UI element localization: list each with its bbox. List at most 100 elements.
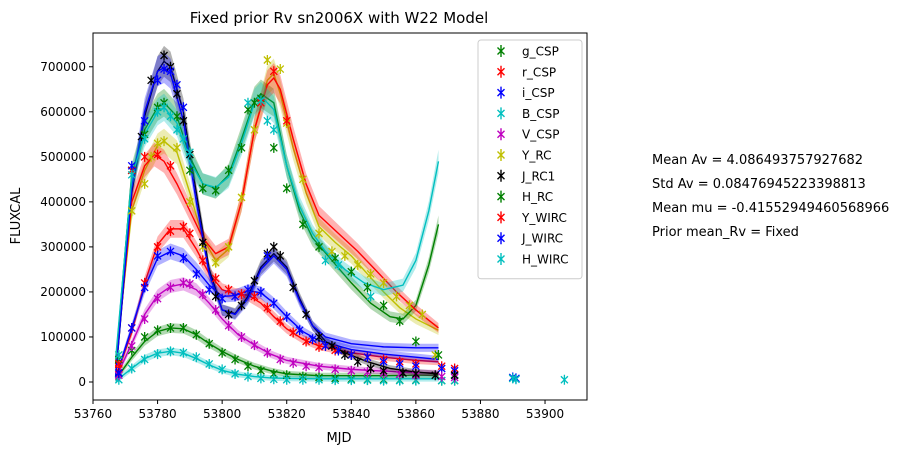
data-point-i_CSP — [269, 298, 278, 309]
data-point-B_CSP — [231, 368, 240, 379]
legend-label-H_RC: H_RC — [522, 190, 553, 204]
data-point-B_CSP — [179, 347, 188, 358]
data-point-H_WIRC — [269, 124, 278, 135]
x-tick-label: 53760 — [74, 407, 112, 421]
data-point-i_CSP — [140, 282, 149, 293]
data-point-i_CSP — [153, 250, 162, 261]
y-tick-label: 300000 — [40, 240, 86, 254]
legend-marker-V_CSP — [497, 128, 505, 141]
data-point-B_CSP — [256, 373, 265, 384]
data-point-i_CSP — [218, 293, 227, 304]
data-point-H_RC — [363, 282, 372, 293]
data-point-V_CSP — [224, 320, 233, 331]
data-point-H_WIRC — [160, 102, 168, 113]
y-tick-label: 100000 — [40, 330, 86, 344]
data-point-Y_RC — [224, 241, 233, 252]
y-tick-label: 700000 — [40, 60, 86, 74]
data-point-H_RC — [211, 185, 220, 196]
data-point-H_WIRC — [166, 111, 175, 122]
x-tick-label: 53880 — [461, 407, 499, 421]
data-point-H_RC — [224, 165, 233, 176]
data-point-g_CSP — [140, 331, 149, 342]
data-point-V_CSP — [211, 304, 220, 315]
data-point-J_RC1 — [179, 115, 188, 126]
data-point-J_RC1 — [302, 309, 311, 320]
y-tick-label: 600000 — [40, 105, 86, 119]
data-point-V_CSP — [153, 293, 162, 304]
legend-box — [477, 39, 583, 280]
data-point-Y_RC — [147, 151, 156, 162]
data-point-Y_RC — [392, 291, 401, 302]
data-point-Y_RC — [353, 259, 362, 270]
legend-label-J_WIRC: J_WIRC — [521, 232, 563, 246]
legend-marker-H_RC — [497, 190, 505, 203]
data-point-i_CSP — [308, 334, 317, 345]
legend-marker-Y_RC — [497, 149, 505, 161]
x-tick-label: 53860 — [397, 407, 435, 421]
data-point-H_WIRC — [244, 97, 252, 108]
data-point-Y_WIRC — [269, 66, 278, 77]
data-point-Y_RC — [237, 192, 246, 203]
data-point-Y_RC — [153, 138, 162, 149]
data-point-Y_RC — [298, 174, 307, 185]
data-point-J_RC1 — [353, 356, 362, 367]
data-point-Y_RC — [160, 136, 168, 147]
annotation-mean-av: Mean Av = 4.086493757927682 — [652, 153, 864, 168]
data-point-H_RC — [198, 183, 207, 194]
data-point-J_RC1 — [366, 363, 375, 374]
data-point-i_CSP — [256, 286, 265, 297]
data-point-i_CSP — [334, 345, 343, 356]
data-point-J_WIRC — [127, 160, 136, 171]
data-point-H_WIRC — [127, 169, 136, 180]
data-point-Y_RC — [140, 178, 149, 189]
data-point-V_CSP — [289, 358, 298, 369]
data-point-H_RC — [347, 266, 356, 277]
data-point-B_CSP — [192, 352, 201, 363]
data-point-H_WIRC — [334, 259, 343, 270]
data-point-J_RC1 — [269, 241, 278, 252]
data-point-r_CSP — [276, 316, 285, 327]
data-point-H_RC — [269, 142, 278, 153]
data-point-Y_RC — [127, 205, 136, 216]
data-point-g_CSP — [153, 325, 162, 336]
data-point-Y_RC — [172, 142, 181, 153]
data-point-Y_RC — [340, 250, 349, 261]
data-point-H_WIRC — [366, 291, 375, 302]
data-point-r_CSP — [211, 273, 220, 284]
annotation-prior-rv: Prior mean_Rv = Fixed — [652, 225, 799, 240]
legend-marker-H_WIRC — [497, 253, 505, 265]
data-point-H_RC — [379, 300, 388, 311]
data-point-r_CSP — [179, 221, 188, 232]
data-point-r_CSP — [263, 302, 272, 313]
data-point-H_WIRC — [114, 349, 123, 360]
data-point-J_RC1 — [160, 50, 168, 61]
data-point-Y_RC — [250, 124, 259, 135]
data-point-B_CSP — [127, 363, 136, 374]
data-point-J_RC1 — [327, 340, 336, 351]
data-point-B_CSP — [331, 375, 340, 386]
legend-label-Y_WIRC: Y_WIRC — [521, 211, 567, 225]
data-point-g_CSP — [166, 322, 175, 333]
data-point-H_WIRC — [560, 374, 569, 385]
data-point-r_CSP — [224, 284, 233, 295]
data-point-V_CSP — [315, 362, 323, 373]
data-point-J_RC1 — [224, 309, 233, 320]
legend-marker-r_CSP — [497, 65, 505, 78]
data-point-r_CSP — [185, 228, 194, 239]
legend-marker-Y_WIRC — [497, 211, 505, 224]
data-point-J_RC1 — [431, 370, 440, 381]
data-point-V_CSP — [140, 313, 149, 324]
data-point-V_CSP — [263, 347, 272, 358]
data-point-Y_RC — [315, 228, 323, 239]
data-point-r_CSP — [198, 255, 207, 266]
data-point-r_CSP — [289, 327, 298, 338]
data-point-H_WIRC — [256, 95, 265, 106]
data-point-i_CSP — [282, 311, 291, 322]
annotation-mean-mu: Mean mu = -0.41552949460568966 — [652, 201, 890, 216]
data-point-J_RC1 — [250, 275, 259, 286]
y-axis-label: FLUXCAL — [9, 187, 24, 245]
model-line-B_CSP — [115, 350, 439, 382]
data-point-V_CSP — [179, 277, 188, 288]
legend-label-B_CSP: B_CSP — [522, 107, 559, 121]
x-tick-label: 53900 — [526, 407, 564, 421]
